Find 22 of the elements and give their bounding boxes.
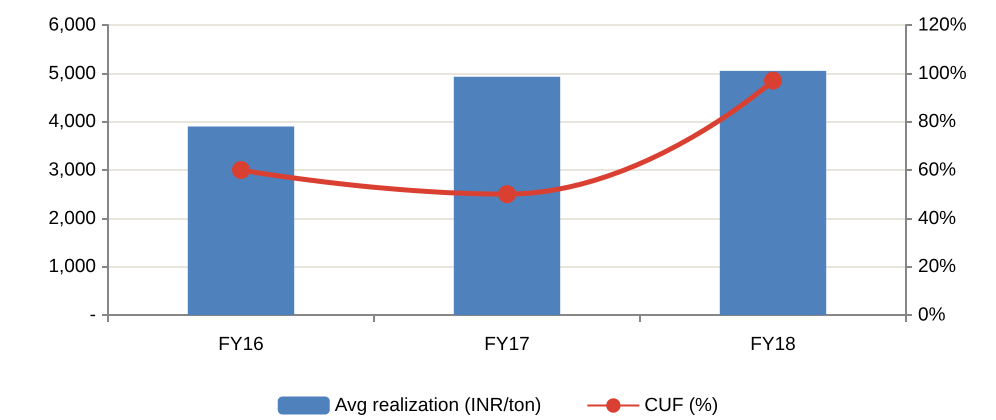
x-tick-label: FY16 — [218, 334, 264, 355]
y-tick-label: 4,000 — [48, 111, 96, 132]
y-tick-label: 5,000 — [48, 62, 96, 84]
y-tick-label: - — [90, 304, 96, 326]
point — [498, 185, 516, 204]
y2-tick-label: 0% — [918, 304, 946, 326]
y2-tick-label: 20% — [918, 256, 956, 278]
y2-tick-label: 40% — [918, 208, 956, 229]
y-tick-label: 3,000 — [48, 160, 96, 180]
point — [232, 161, 250, 179]
y2-tick-label: 120% — [918, 14, 967, 36]
legend-label: Avg realization (INR/ton) — [334, 395, 542, 416]
y-tick-label: 6,000 — [48, 14, 96, 36]
y2-tick-label: 80% — [918, 111, 956, 132]
x-tick-label: FY18 — [750, 334, 796, 355]
point — [764, 72, 782, 90]
y2-tick-label: 100% — [918, 62, 967, 84]
x-tick-label: FY17 — [484, 334, 530, 355]
y2-tick-label: 60% — [918, 160, 956, 180]
y-tick-label: 2,000 — [48, 208, 96, 229]
legend-label: CUF (%) — [644, 395, 718, 416]
y-tick-label: 1,000 — [48, 256, 96, 278]
